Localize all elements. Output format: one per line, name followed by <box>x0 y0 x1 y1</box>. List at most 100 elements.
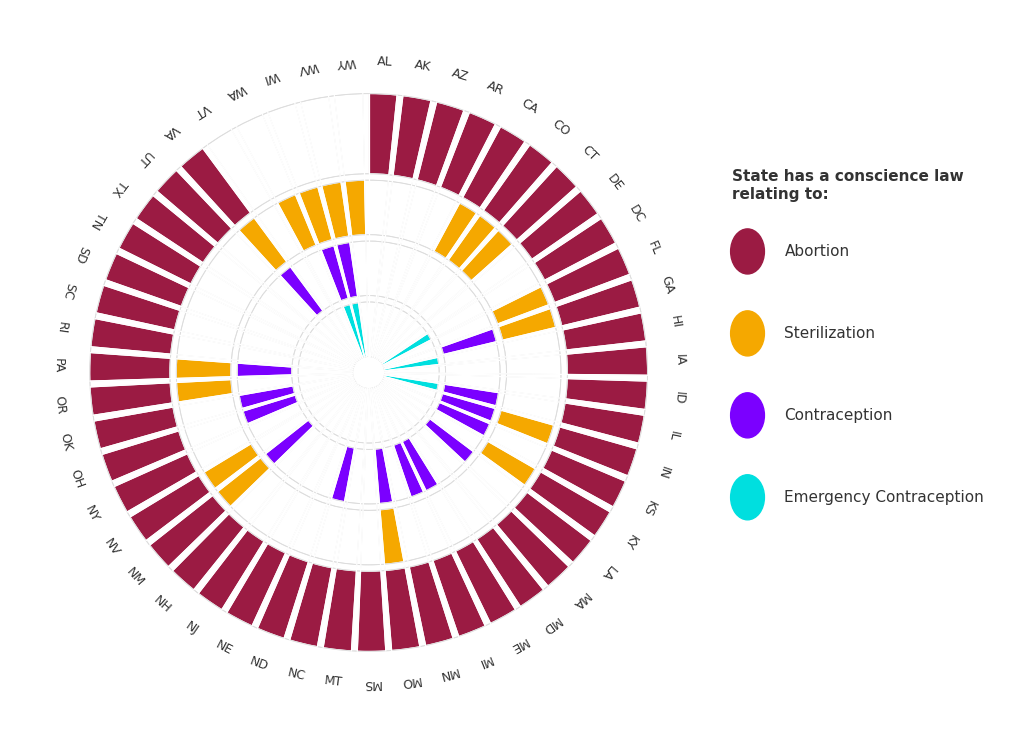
Text: MT: MT <box>324 674 344 689</box>
Wedge shape <box>385 568 420 650</box>
Text: SC: SC <box>60 281 77 300</box>
Wedge shape <box>382 334 431 365</box>
Wedge shape <box>565 378 647 410</box>
Wedge shape <box>499 308 556 340</box>
Wedge shape <box>393 443 424 497</box>
Text: VT: VT <box>191 100 213 120</box>
Wedge shape <box>290 563 332 647</box>
Wedge shape <box>332 446 354 501</box>
Text: MA: MA <box>569 589 592 612</box>
Wedge shape <box>240 386 295 408</box>
Wedge shape <box>456 542 515 624</box>
Text: WI: WI <box>262 69 281 86</box>
Wedge shape <box>90 383 172 415</box>
Wedge shape <box>477 527 544 606</box>
Wedge shape <box>553 427 637 476</box>
Wedge shape <box>281 267 323 316</box>
Text: IL: IL <box>666 429 681 443</box>
Text: MI: MI <box>475 653 494 670</box>
Text: TN: TN <box>88 209 108 230</box>
Wedge shape <box>238 241 500 504</box>
Wedge shape <box>380 508 404 564</box>
Wedge shape <box>463 127 525 208</box>
Wedge shape <box>90 352 170 381</box>
Wedge shape <box>462 230 512 281</box>
Wedge shape <box>243 395 298 424</box>
Wedge shape <box>322 246 348 301</box>
Text: AR: AR <box>485 79 506 98</box>
Text: KS: KS <box>639 498 657 519</box>
Wedge shape <box>322 183 349 239</box>
Text: LA: LA <box>597 562 616 583</box>
Text: State has a conscience law relating to:: State has a conscience law relating to: <box>732 170 964 202</box>
Text: CO: CO <box>550 118 572 139</box>
Text: OR: OR <box>52 395 67 414</box>
Wedge shape <box>436 402 489 436</box>
Text: OH: OH <box>68 468 86 490</box>
Wedge shape <box>497 511 569 586</box>
Wedge shape <box>114 454 197 512</box>
Wedge shape <box>563 313 646 350</box>
Wedge shape <box>566 346 647 375</box>
Wedge shape <box>176 380 232 402</box>
Text: ND: ND <box>248 654 270 673</box>
Wedge shape <box>238 363 292 376</box>
Wedge shape <box>199 530 264 609</box>
Text: NC: NC <box>286 666 306 683</box>
Circle shape <box>730 393 764 438</box>
Wedge shape <box>130 475 210 541</box>
Wedge shape <box>443 384 499 406</box>
Wedge shape <box>157 171 231 243</box>
Wedge shape <box>384 375 438 390</box>
Wedge shape <box>351 302 367 357</box>
Wedge shape <box>425 419 473 462</box>
Text: IA: IA <box>673 353 686 366</box>
Text: SD: SD <box>72 244 90 265</box>
Wedge shape <box>417 102 464 186</box>
Text: WA: WA <box>224 81 248 101</box>
Wedge shape <box>278 194 316 251</box>
Wedge shape <box>561 403 644 443</box>
Text: NV: NV <box>100 536 122 558</box>
Wedge shape <box>384 358 438 371</box>
Text: TX: TX <box>109 177 129 198</box>
Wedge shape <box>96 285 180 330</box>
Wedge shape <box>345 180 366 235</box>
Wedge shape <box>375 448 393 504</box>
Text: NM: NM <box>123 565 146 589</box>
Wedge shape <box>172 514 244 590</box>
Text: Contraception: Contraception <box>784 408 893 423</box>
Text: NH: NH <box>151 593 173 615</box>
Text: Emergency Contraception: Emergency Contraception <box>784 489 984 505</box>
Wedge shape <box>369 94 397 175</box>
Text: RI: RI <box>53 321 69 335</box>
Wedge shape <box>343 305 365 358</box>
Wedge shape <box>556 280 640 326</box>
Wedge shape <box>90 94 647 651</box>
Wedge shape <box>94 407 177 448</box>
Wedge shape <box>324 568 356 651</box>
Text: VA: VA <box>161 122 181 142</box>
Wedge shape <box>480 442 536 485</box>
Text: IN: IN <box>654 465 671 481</box>
Wedge shape <box>503 166 577 240</box>
Wedge shape <box>434 203 476 259</box>
Text: AL: AL <box>377 55 392 69</box>
Text: Sterilization: Sterilization <box>784 326 876 341</box>
Circle shape <box>730 475 764 520</box>
Text: NY: NY <box>82 504 101 524</box>
Text: UT: UT <box>133 148 154 169</box>
Text: HI: HI <box>668 314 683 329</box>
Wedge shape <box>497 410 554 444</box>
Wedge shape <box>204 444 259 489</box>
Wedge shape <box>449 215 496 269</box>
Wedge shape <box>410 562 454 645</box>
Wedge shape <box>433 553 485 636</box>
Wedge shape <box>535 218 615 280</box>
Text: FL: FL <box>645 239 663 257</box>
Wedge shape <box>440 112 496 195</box>
Wedge shape <box>176 180 561 565</box>
Text: ID: ID <box>672 391 685 405</box>
Wedge shape <box>547 248 630 302</box>
Wedge shape <box>492 287 549 324</box>
